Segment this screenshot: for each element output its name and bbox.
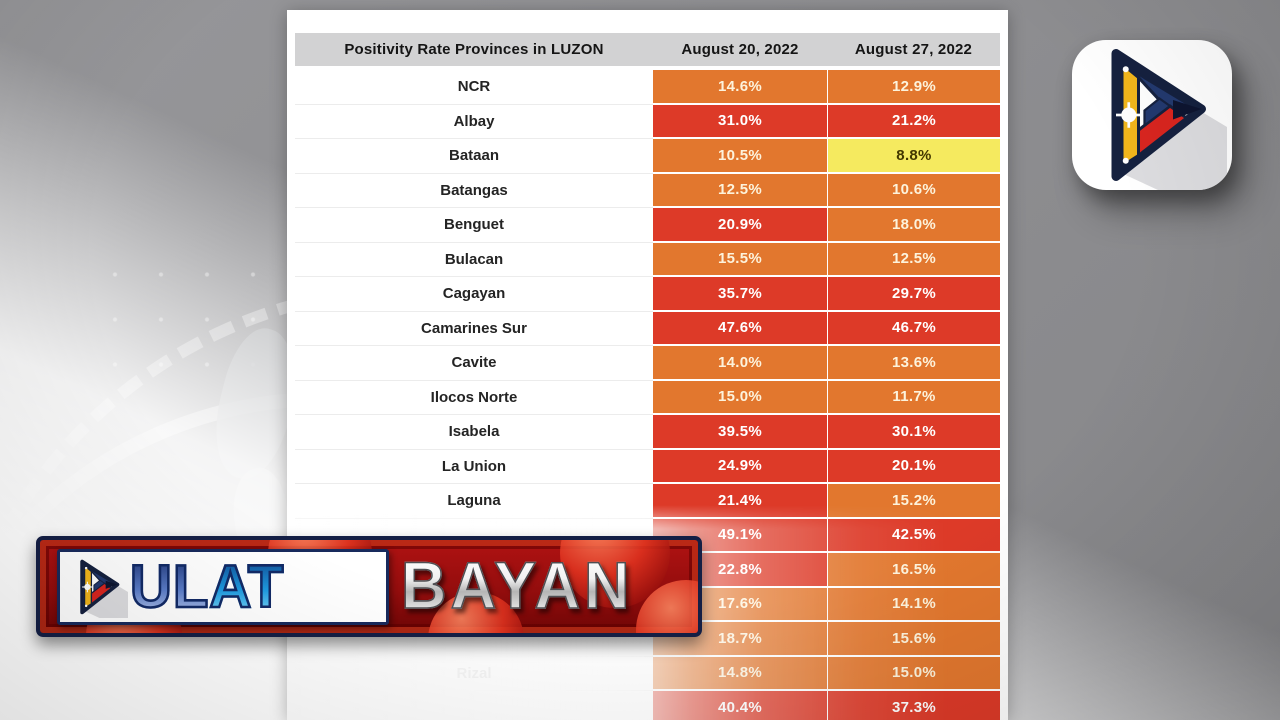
table-row: 40.4% 37.3% (295, 691, 1000, 720)
table-row: La Union 24.9% 20.1% (295, 449, 1000, 484)
value-aug27-cell: 37.3% (827, 691, 1000, 720)
banner-title-ulat: ULAT (129, 552, 285, 620)
value-aug20-cell: 15.0% (653, 380, 827, 415)
value-aug20-cell: 39.5% (653, 415, 827, 450)
value-aug20-cell: 24.9% (653, 449, 827, 484)
value-aug27-cell: 16.5% (827, 553, 1000, 588)
table-header-provinces: Positivity Rate Provinces in LUZON (344, 41, 604, 58)
table-row: Bulacan 15.5% 12.5% (295, 242, 1000, 277)
table-row: Rizal 14.8% 15.0% (295, 656, 1000, 691)
value-aug20-cell: 14.0% (653, 346, 827, 381)
province-cell: Rizal (295, 656, 653, 691)
table-row: Camarines Sur 47.6% 46.7% (295, 311, 1000, 346)
value-aug27-cell: 10.6% (827, 173, 1000, 208)
value-aug20-cell: 21.4% (653, 484, 827, 519)
ptv-app-icon (1072, 40, 1232, 190)
value-aug27-cell: 12.9% (827, 70, 1000, 105)
province-cell: La Union (295, 449, 653, 484)
value-aug27-cell: 29.7% (827, 277, 1000, 312)
ulat-logo-box: ULAT (57, 548, 389, 625)
value-aug20-cell: 12.5% (653, 173, 827, 208)
province-cell: Bataan (295, 139, 653, 174)
province-cell: NCR (295, 70, 653, 105)
province-cell: Benguet (295, 208, 653, 243)
background-dot-grid (92, 252, 312, 390)
value-aug20-cell: 40.4% (653, 691, 827, 720)
value-aug20-cell: 15.5% (653, 242, 827, 277)
value-aug27-cell: 18.0% (827, 208, 1000, 243)
table-row: Bataan 10.5% 8.8% (295, 139, 1000, 174)
value-aug20-cell: 35.7% (653, 277, 827, 312)
value-aug27-cell: 42.5% (827, 518, 1000, 553)
table-row: Cagayan 35.7% 29.7% (295, 277, 1000, 312)
value-aug20-cell: 31.0% (653, 104, 827, 139)
ulat-bayan-banner: ULAT BAYAN (36, 536, 702, 637)
province-cell (295, 691, 653, 720)
table-row: Laguna 21.4% 15.2% (295, 484, 1000, 519)
province-cell: Camarines Sur (295, 311, 653, 346)
table-row: Isabela 39.5% 30.1% (295, 415, 1000, 450)
value-aug27-cell: 15.0% (827, 656, 1000, 691)
table-row: Albay 31.0% 21.2% (295, 104, 1000, 139)
province-cell: Batangas (295, 173, 653, 208)
table-row: Ilocos Norte 15.0% 11.7% (295, 380, 1000, 415)
province-cell: Ilocos Norte (295, 380, 653, 415)
value-aug27-cell: 12.5% (827, 242, 1000, 277)
value-aug27-cell: 8.8% (827, 139, 1000, 174)
value-aug27-cell: 15.2% (827, 484, 1000, 519)
value-aug27-cell: 20.1% (827, 449, 1000, 484)
table-row: Benguet 20.9% 18.0% (295, 208, 1000, 243)
province-cell: Bulacan (295, 242, 653, 277)
table-header-row: Positivity Rate Provinces in LUZON Augus… (295, 33, 1000, 66)
province-cell: Albay (295, 104, 653, 139)
table-header-aug27: August 27, 2022 (854, 41, 973, 58)
table-row: Cavite 14.0% 13.6% (295, 346, 1000, 381)
value-aug27-cell: 14.1% (827, 587, 1000, 622)
table-row: Batangas 12.5% 10.6% (295, 173, 1000, 208)
province-cell: Laguna (295, 484, 653, 519)
value-aug27-cell: 11.7% (827, 380, 1000, 415)
value-aug20-cell: 10.5% (653, 139, 827, 174)
province-cell: Cavite (295, 346, 653, 381)
province-cell: Isabela (295, 415, 653, 450)
value-aug27-cell: 13.6% (827, 346, 1000, 381)
table-header-aug20: August 20, 2022 (681, 41, 799, 58)
value-aug27-cell: 15.6% (827, 622, 1000, 657)
value-aug20-cell: 47.6% (653, 311, 827, 346)
value-aug20-cell: 14.8% (653, 656, 827, 691)
value-aug20-cell: 20.9% (653, 208, 827, 243)
value-aug27-cell: 30.1% (827, 415, 1000, 450)
value-aug27-cell: 46.7% (827, 311, 1000, 346)
ptv-logo-icon (80, 559, 128, 618)
banner-title-bayan: BAYAN (400, 549, 634, 623)
ptv-logo-icon (1072, 40, 1232, 190)
table-row: NCR 14.6% 12.9% (295, 70, 1000, 105)
value-aug20-cell: 14.6% (653, 70, 827, 105)
value-aug27-cell: 21.2% (827, 104, 1000, 139)
province-cell: Cagayan (295, 277, 653, 312)
